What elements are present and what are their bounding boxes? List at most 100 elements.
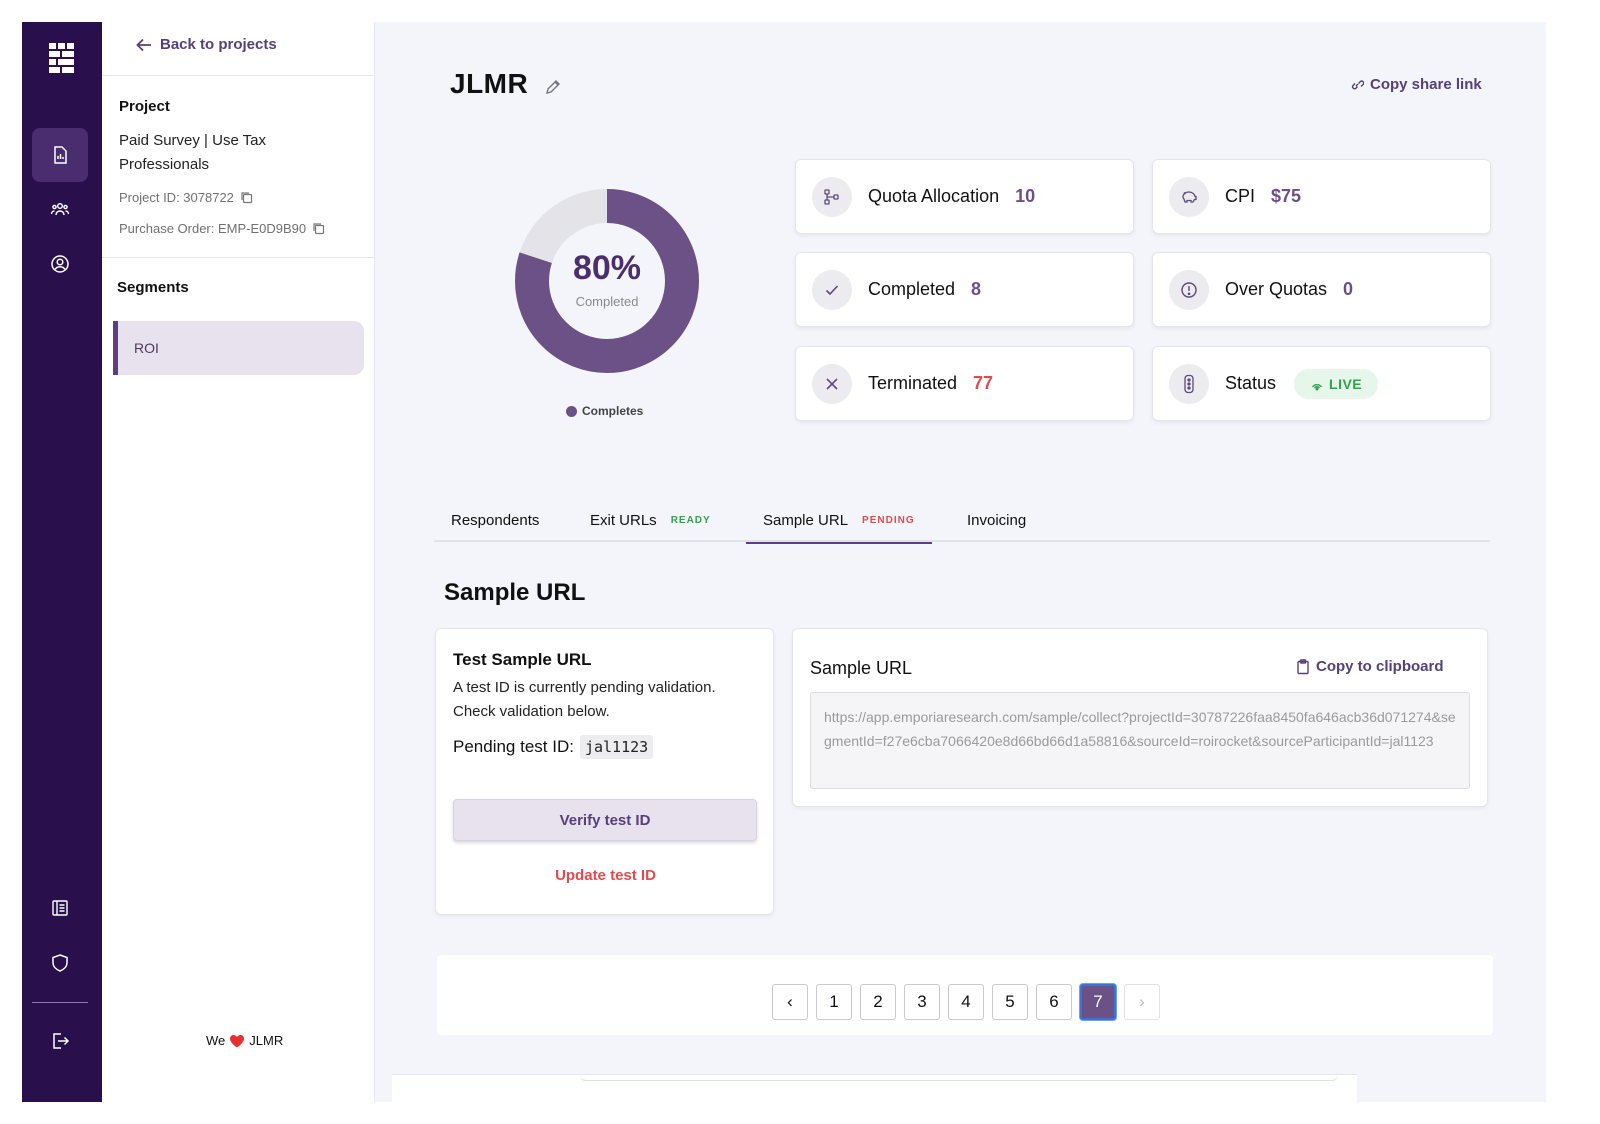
- clipboard-icon: [1297, 658, 1309, 674]
- back-label: Back to projects: [160, 36, 277, 53]
- completion-donut: 80% Completed: [512, 186, 702, 376]
- piggy-bank-icon: [1169, 176, 1209, 217]
- project-id-row: Project ID: 3078722: [119, 190, 253, 205]
- next-page-button[interactable]: ›: [1124, 984, 1160, 1020]
- status-badge: LIVE: [1294, 368, 1379, 399]
- page-button-2[interactable]: 2: [860, 984, 896, 1020]
- logout-nav-icon[interactable]: [32, 1014, 88, 1068]
- tab-label: Invoicing: [967, 511, 1027, 529]
- users-nav-icon[interactable]: [32, 182, 88, 236]
- sample-url-field[interactable]: https://app.emporiaresearch.com/sample/c…: [810, 692, 1470, 789]
- legend-label: Completes: [582, 404, 644, 418]
- link-icon: [1351, 79, 1364, 89]
- tab-label: Sample URL: [763, 511, 849, 529]
- tab-invoicing[interactable]: Invoicing: [967, 498, 1026, 542]
- pending-id-label: Pending test ID:: [453, 737, 574, 756]
- page-button-6[interactable]: 6: [1036, 984, 1072, 1020]
- page-button-7[interactable]: 7: [1080, 984, 1116, 1020]
- back-to-projects-link[interactable]: Back to projects: [136, 36, 277, 53]
- sidebar-divider: [102, 75, 375, 76]
- tab-label: Respondents: [451, 511, 540, 529]
- project-name: Paid Survey | Use Tax Professionals: [119, 132, 267, 173]
- tab-bar: Respondents Exit URLs READY Sample URL P…: [434, 498, 1490, 544]
- project-id: Project ID: 3078722: [119, 190, 234, 205]
- alert-circle-icon: [1169, 269, 1209, 310]
- pending-id-row: Pending test ID: jal1123: [453, 735, 654, 759]
- page-button-3[interactable]: 3: [904, 984, 940, 1020]
- status-value: LIVE: [1329, 375, 1363, 392]
- segment-item-roi[interactable]: ROI: [113, 321, 364, 375]
- copy-label: Copy to clipboard: [1316, 658, 1444, 675]
- completion-caption: Completed: [575, 294, 639, 309]
- prev-page-button[interactable]: ‹: [772, 984, 808, 1020]
- test-card-title: Test Sample URL: [453, 650, 592, 669]
- pagination: ‹ 1 2 3 4 5 6 7 ›: [772, 984, 1160, 1020]
- app-window: Back to projects Project Paid Survey | U…: [22, 22, 1546, 1102]
- x-icon: [812, 363, 852, 404]
- test-card-description: A test ID is currently pending validatio…: [453, 679, 716, 720]
- cpi-label: CPI: [1225, 186, 1256, 206]
- copy-icon[interactable]: [312, 222, 325, 235]
- update-test-id-link[interactable]: Update test ID: [555, 867, 656, 884]
- footer-love: We JLMR: [206, 1033, 283, 1048]
- rail-divider: [32, 1002, 88, 1003]
- purchase-order: Purchase Order: EMP-E0D9B90: [119, 221, 307, 236]
- copy-share-link[interactable]: Copy share link: [1350, 76, 1482, 93]
- icon-rail: [22, 22, 102, 1102]
- over-quotas-value: 0: [1343, 279, 1354, 299]
- project-heading: Project: [119, 98, 170, 115]
- purchase-order-row: Purchase Order: EMP-E0D9B90: [119, 221, 325, 236]
- hierarchy-icon: [812, 176, 852, 217]
- traffic-light-icon: [1169, 363, 1209, 404]
- footer-brand: JLMR: [249, 1033, 284, 1048]
- donut-completed: [515, 189, 699, 373]
- sample-url-title: Sample URL: [810, 658, 913, 678]
- copy-to-clipboard-button[interactable]: Copy to clipboard: [1296, 658, 1444, 675]
- over-quotas-card: Over Quotas 0: [1152, 252, 1491, 327]
- page-button-5[interactable]: 5: [992, 984, 1028, 1020]
- page-title: JLMR: [450, 68, 529, 99]
- copy-icon[interactable]: [240, 191, 253, 204]
- over-quotas-label: Over Quotas: [1225, 279, 1328, 299]
- quota-value: 10: [1015, 186, 1036, 206]
- heart-icon: [230, 1034, 245, 1047]
- check-icon: [812, 269, 852, 310]
- cpi-card: CPI $75: [1152, 159, 1491, 234]
- verify-test-id-button[interactable]: Verify test ID: [453, 799, 757, 841]
- docs-nav-icon[interactable]: [32, 881, 88, 935]
- projects-nav-icon[interactable]: [32, 128, 88, 182]
- completed-value: 8: [971, 279, 982, 299]
- ready-tag: READY: [670, 514, 711, 526]
- sample-url-card: Sample URL Copy to clipboard https://app…: [792, 628, 1488, 807]
- completed-label: Completed: [868, 279, 956, 299]
- tab-sample-url[interactable]: Sample URL PENDING: [746, 498, 932, 544]
- segments-heading: Segments: [117, 279, 189, 296]
- tab-label: Exit URLs: [590, 511, 657, 529]
- bottom-panel-edge: [392, 1074, 1357, 1102]
- logo-icon[interactable]: [42, 40, 82, 76]
- quota-label: Quota Allocation: [868, 186, 1000, 206]
- status-card: Status LIVE: [1152, 346, 1491, 421]
- pending-tag: PENDING: [862, 514, 915, 526]
- page-button-4[interactable]: 4: [948, 984, 984, 1020]
- completion-percent: 80%: [572, 249, 642, 287]
- tab-respondents[interactable]: Respondents: [451, 498, 539, 542]
- sidebar-divider: [102, 257, 375, 258]
- segment-label: ROI: [134, 340, 159, 356]
- completed-card: Completed 8: [795, 252, 1134, 327]
- page-button-1[interactable]: 1: [816, 984, 852, 1020]
- arrow-left-icon: [136, 38, 151, 51]
- share-label: Copy share link: [1370, 76, 1482, 93]
- donut-center: 80% Completed: [512, 186, 702, 376]
- tab-exit-urls[interactable]: Exit URLs READY: [590, 498, 711, 542]
- shield-nav-icon[interactable]: [32, 936, 88, 990]
- pencil-icon[interactable]: [540, 74, 566, 100]
- terminated-value: 77: [973, 373, 994, 393]
- donut-chart: [515, 189, 699, 373]
- footer-we: We: [206, 1033, 226, 1048]
- project-sidebar: Back to projects Project Paid Survey | U…: [102, 22, 375, 1102]
- donut-legend: Completes: [566, 404, 643, 418]
- account-nav-icon[interactable]: [32, 237, 88, 291]
- pending-id-value: jal1123: [579, 735, 654, 759]
- terminated-label: Terminated: [868, 373, 958, 393]
